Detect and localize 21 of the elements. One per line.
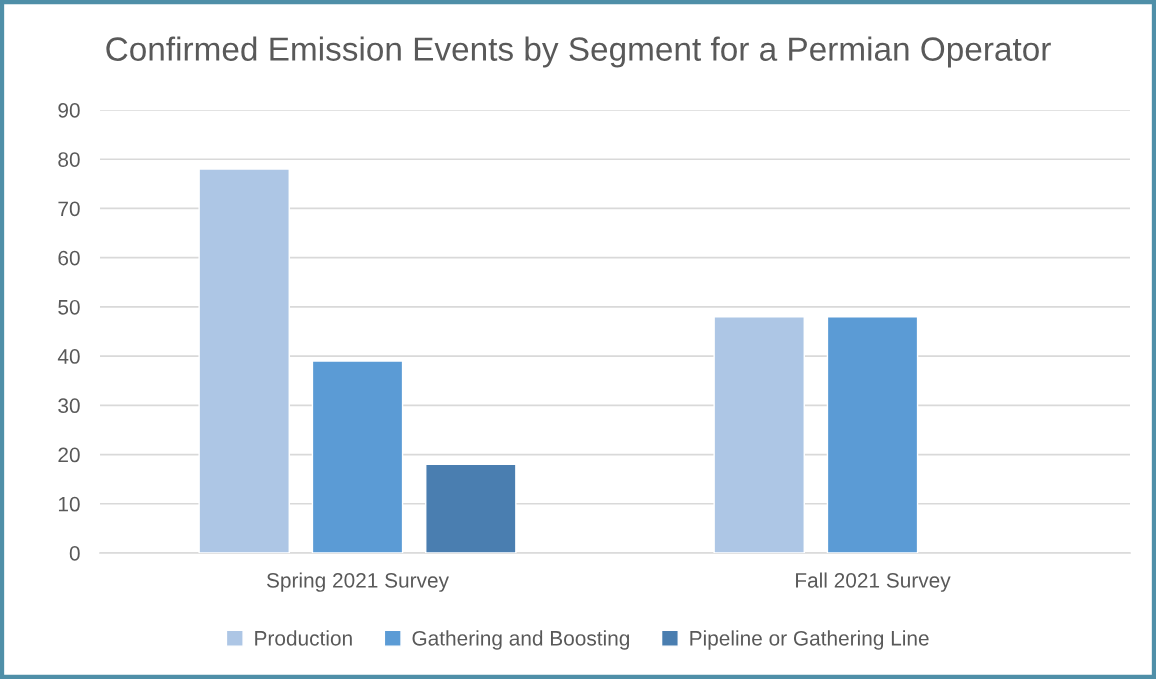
legend-label: Production bbox=[255, 630, 352, 646]
y-tick-label: 40 bbox=[57, 349, 80, 364]
y-tick-label: 50 bbox=[58, 299, 80, 315]
bar bbox=[311, 360, 404, 553]
bar bbox=[713, 316, 805, 553]
y-tick-label: 80 bbox=[58, 152, 80, 167]
y-tick-label: 60 bbox=[58, 250, 80, 266]
legend-label: Gathering and Boosting bbox=[412, 630, 630, 650]
bar bbox=[425, 463, 517, 553]
y-tick-label: 30 bbox=[58, 398, 80, 414]
x-tick-label: Spring 2021 Survey bbox=[266, 572, 449, 592]
legend-label: Pipeline or Gathering Line bbox=[690, 630, 929, 650]
y-tick-label: 20 bbox=[58, 447, 80, 463]
y-tick-label: 70 bbox=[58, 201, 80, 217]
bar bbox=[826, 316, 919, 553]
y-tick-label: 0 bbox=[69, 546, 80, 561]
x-tick-label: Fall 2021 Survey bbox=[796, 572, 951, 592]
chart-title: Confirmed Emission Events by Segment for a Permian Operator bbox=[106, 36, 1051, 68]
bar bbox=[198, 168, 290, 553]
y-tick-label: 90 bbox=[58, 103, 80, 118]
y-tick-label: 10 bbox=[58, 496, 80, 512]
